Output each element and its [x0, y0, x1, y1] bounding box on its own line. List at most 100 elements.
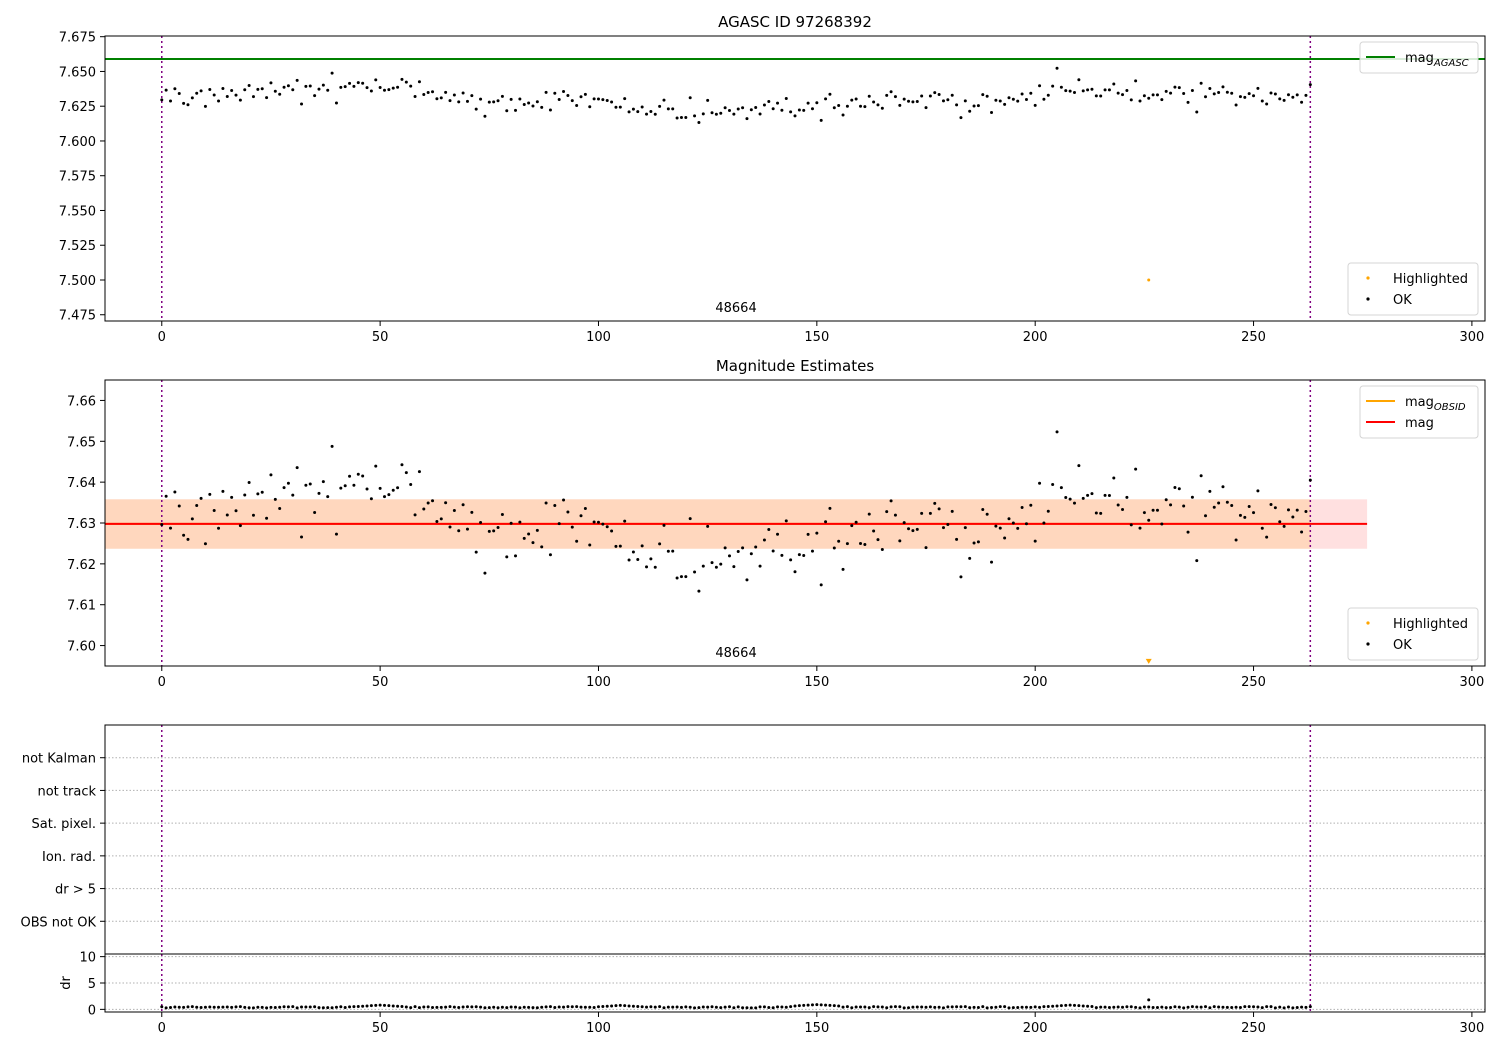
dr-point	[937, 1005, 941, 1009]
dr-point	[662, 1006, 666, 1010]
ok-point	[1243, 95, 1247, 99]
ok-point	[920, 511, 924, 515]
ok-point	[1068, 497, 1072, 501]
ok-point	[1247, 505, 1251, 509]
dr-point	[304, 1005, 308, 1009]
ok-point	[190, 96, 194, 100]
dr-point	[605, 1004, 609, 1008]
ok-point	[623, 519, 627, 523]
ok-point	[295, 466, 299, 470]
ok-point	[1291, 95, 1295, 99]
legend-box	[1347, 607, 1479, 661]
ok-point	[1173, 85, 1177, 89]
dr-point	[566, 1005, 570, 1009]
ok-point	[278, 92, 282, 96]
ok-point	[514, 554, 518, 558]
dr-point	[313, 1005, 317, 1009]
ok-point	[741, 546, 745, 550]
dr-point	[500, 1005, 504, 1009]
ok-point	[247, 83, 251, 87]
ok-point	[1256, 86, 1260, 90]
dr-point	[749, 1006, 753, 1010]
ok-point	[1134, 467, 1138, 471]
dr-point	[1291, 1006, 1295, 1010]
dr-point	[1199, 1005, 1203, 1009]
ok-point	[1230, 91, 1234, 95]
ok-point	[1265, 102, 1269, 106]
dr-point	[946, 1005, 950, 1009]
ok-point	[164, 494, 168, 498]
dr-point	[369, 1004, 373, 1008]
ok-point	[863, 105, 867, 109]
dr-point	[898, 1005, 902, 1009]
ok-point	[1077, 464, 1081, 468]
dr-point	[308, 1005, 312, 1009]
ok-point	[762, 538, 766, 542]
x-tick-label: 250	[1241, 1021, 1266, 1036]
ok-point	[404, 80, 408, 84]
legend-label: magAGASC	[1405, 51, 1469, 69]
obsid-label: 48664	[715, 301, 756, 316]
ok-point	[356, 81, 360, 85]
dr-point	[265, 1006, 269, 1010]
ok-point	[1173, 485, 1177, 489]
ok-point	[736, 107, 740, 111]
panel-dr-frame	[104, 953, 1486, 1013]
y-tick-label: 5	[88, 977, 96, 992]
ok-point	[998, 526, 1002, 530]
ok-point	[391, 86, 395, 90]
ok-point	[640, 544, 644, 548]
ok-point	[832, 106, 836, 110]
ok-point	[260, 490, 264, 494]
ok-point	[627, 558, 631, 562]
x-tick-label: 300	[1459, 330, 1484, 345]
ok-point	[806, 101, 810, 105]
ok-point	[1103, 493, 1107, 497]
dr-point	[527, 1005, 531, 1009]
ok-point	[1265, 535, 1269, 539]
dr-point	[1094, 1006, 1098, 1010]
dr-point	[378, 1003, 382, 1007]
dr-point	[409, 1006, 413, 1010]
ok-point	[164, 88, 168, 92]
ok-point	[348, 474, 352, 478]
dr-point	[1011, 1006, 1015, 1010]
ok-point	[225, 95, 229, 99]
ok-point	[378, 486, 382, 490]
ok-point	[937, 507, 941, 511]
dr-point	[1112, 1005, 1116, 1009]
dr-point	[570, 1005, 574, 1009]
ok-point	[972, 104, 976, 108]
ok-point	[754, 545, 758, 549]
dr-point	[1238, 1006, 1242, 1009]
ok-point	[767, 528, 771, 532]
dr-point	[190, 1005, 194, 1009]
ok-point	[1142, 94, 1146, 98]
ok-point	[531, 104, 535, 108]
ok-point	[1282, 98, 1286, 102]
panel-agasc-frame	[104, 35, 1486, 322]
panel-agasc: AGASC ID 97268392 48664 magAGASC Highlighte…	[59, 13, 1485, 345]
ok-point	[295, 78, 299, 82]
dr-point	[278, 1005, 282, 1009]
ok-point	[955, 537, 959, 541]
ok-point	[330, 71, 334, 75]
ok-point	[693, 570, 697, 574]
dr-point	[745, 1006, 749, 1010]
dr-point	[1151, 1005, 1155, 1009]
ok-point	[160, 523, 164, 527]
dr-point	[1177, 1005, 1181, 1009]
ok-point	[177, 504, 181, 508]
ok-point	[1064, 89, 1068, 93]
dr-point	[1300, 1005, 1304, 1009]
ok-point	[465, 99, 469, 103]
dr-point	[382, 1003, 386, 1007]
ok-point	[688, 517, 692, 521]
ok-point	[404, 471, 408, 475]
dr-point	[483, 1006, 487, 1010]
ok-point	[666, 549, 670, 553]
dr-point	[177, 1005, 181, 1009]
ok-point	[618, 105, 622, 109]
dr-point	[1090, 1004, 1094, 1008]
ok-point	[217, 99, 221, 103]
